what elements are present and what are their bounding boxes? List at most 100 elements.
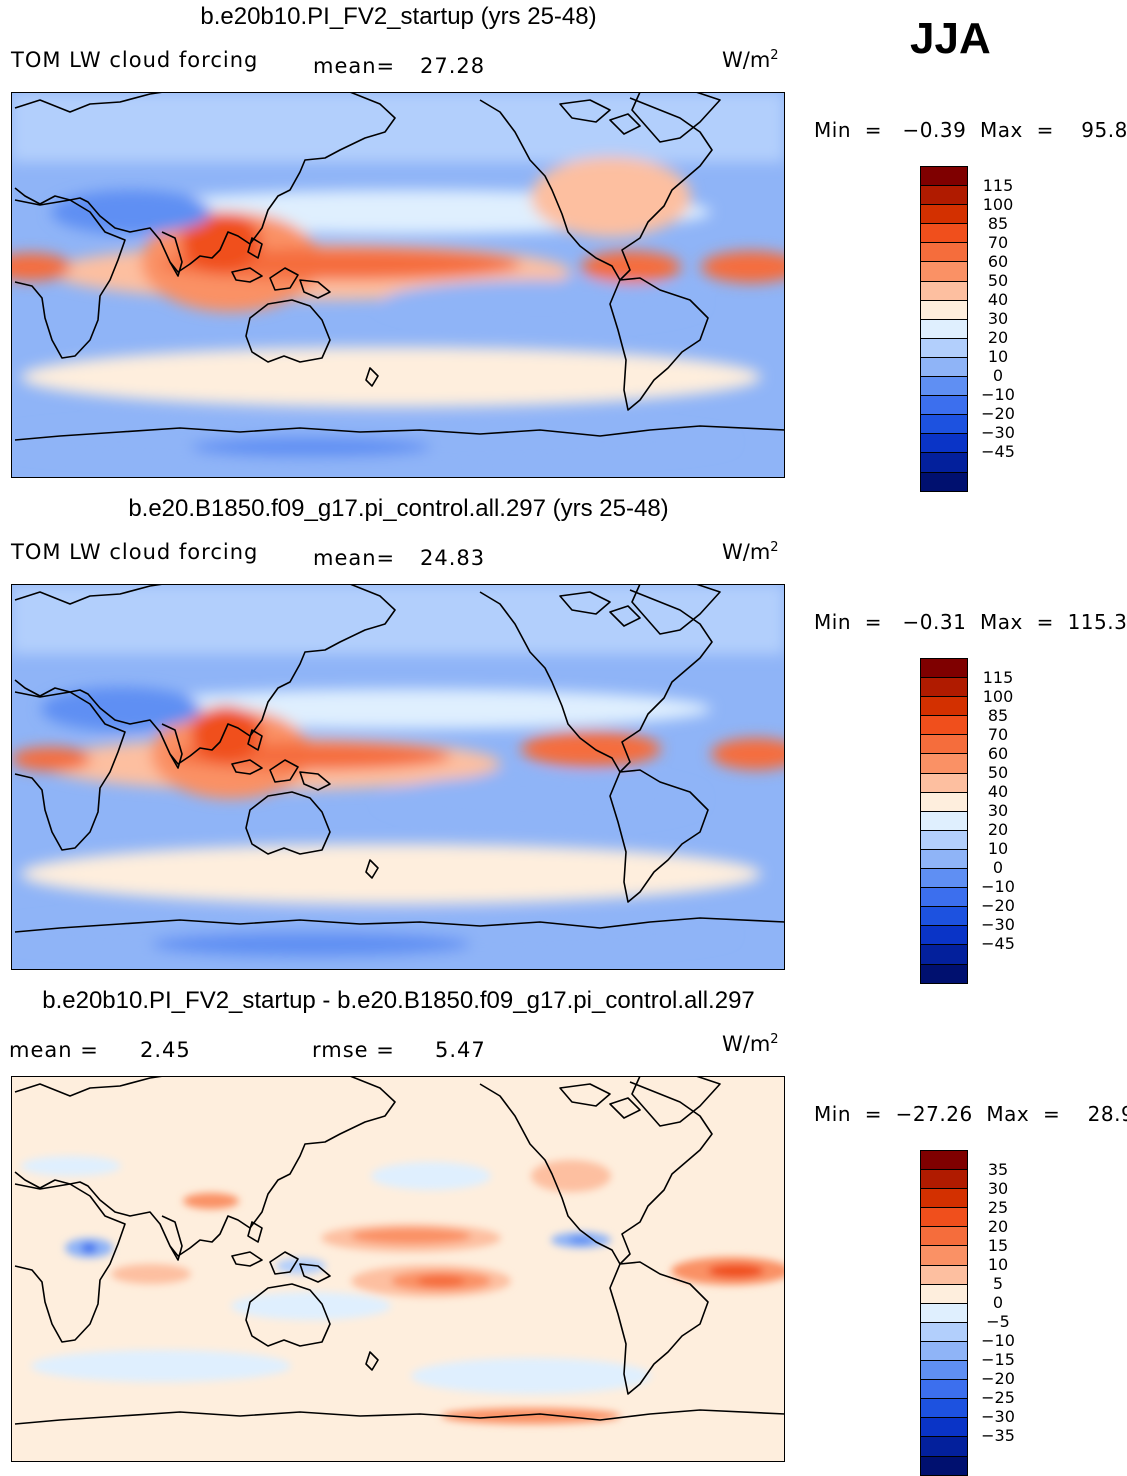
colorbar-swatch (920, 753, 968, 773)
colorbar-swatch (920, 1169, 968, 1189)
colorbar-swatch (920, 944, 968, 964)
panel3-title: b.e20b10.PI_FV2_startup - b.e20.B1850.f0… (42, 987, 755, 1014)
colorbar-swatch (920, 356, 968, 377)
colorbar-tick: −10 (981, 1331, 1015, 1350)
colorbar-swatch (920, 658, 968, 678)
colorbar-swatch (920, 1321, 968, 1341)
colorbar-tick: 60 (987, 252, 1009, 271)
colorbar-swatch (920, 280, 968, 300)
season-label: JJA (910, 14, 991, 63)
panel3-mean-label: mean = (9, 1038, 99, 1062)
colorbar-swatch (920, 925, 968, 945)
colorbar-swatch (920, 1150, 968, 1170)
panel3-rmse-label: rmse = (312, 1038, 395, 1062)
colorbar-swatch (920, 1245, 968, 1265)
colorbar-tick: −20 (981, 1369, 1015, 1388)
colorbar-swatch (920, 734, 968, 754)
colorbar-tick: 30 (987, 1179, 1009, 1198)
colorbar-swatch (920, 223, 968, 243)
colorbar-swatch (920, 1360, 968, 1380)
colorbar-tick: 15 (987, 1236, 1009, 1255)
colorbar-tick: −10 (981, 385, 1015, 404)
panel3-rmse-value: 5.47 (435, 1038, 486, 1062)
colorbar-swatch (920, 1417, 968, 1437)
colorbar-swatch (920, 376, 968, 396)
panel3-colorbar (920, 1150, 968, 1476)
panel2-units: W/m2 (722, 540, 779, 564)
colorbar-swatch (920, 887, 968, 907)
colorbar-swatch (920, 1340, 968, 1361)
panel2-map (11, 584, 785, 970)
colorbar-tick: −30 (981, 423, 1015, 442)
panel3-units: W/m2 (722, 1032, 779, 1056)
panel2-mean-value: 24.83 (420, 546, 486, 570)
colorbar-tick: 40 (987, 782, 1009, 801)
panel2-minmax: Min = −0.31 Max = 115.33 (814, 610, 1127, 634)
colorbar-swatch (920, 414, 968, 434)
panel1-map (11, 92, 785, 478)
colorbar-swatch (920, 185, 968, 205)
colorbar-swatch (920, 1302, 968, 1322)
colorbar-swatch (920, 261, 968, 281)
colorbar-tick: −35 (981, 1426, 1015, 1445)
colorbar-swatch (920, 1264, 968, 1284)
colorbar-tick: 20 (987, 820, 1009, 839)
colorbar-tick: −30 (981, 1407, 1015, 1426)
colorbar-tick: 25 (987, 1198, 1009, 1217)
colorbar-swatch (920, 204, 968, 224)
colorbar-swatch (920, 810, 968, 830)
panel1-title: b.e20b10.PI_FV2_startup (yrs 25-48) (200, 3, 597, 30)
panel1-colorbar (920, 166, 968, 492)
colorbar-tick: 50 (987, 763, 1009, 782)
colorbar-tick: −20 (981, 896, 1015, 915)
colorbar-tick: 40 (987, 290, 1009, 309)
colorbar-swatch (920, 829, 968, 849)
panel1-variable-label: TOM LW cloud forcing (11, 48, 259, 72)
colorbar-tick: 70 (987, 725, 1009, 744)
colorbar-swatch (920, 242, 968, 262)
colorbar-tick: 0 (992, 366, 1004, 385)
colorbar-tick: 115 (982, 668, 1014, 687)
panel2-colorbar (920, 658, 968, 984)
colorbar-tick: −25 (981, 1388, 1015, 1407)
colorbar-tick: −20 (981, 404, 1015, 423)
colorbar-swatch (920, 471, 968, 492)
panel3-map (11, 1076, 785, 1462)
colorbar-swatch (920, 963, 968, 984)
colorbar-swatch (920, 1188, 968, 1208)
colorbar-swatch (920, 696, 968, 716)
colorbar-tick: 30 (987, 309, 1009, 328)
colorbar-tick: 30 (987, 801, 1009, 820)
panel3-mean-value: 2.45 (140, 1038, 191, 1062)
colorbar-swatch (920, 1455, 968, 1476)
colorbar-tick: 20 (987, 328, 1009, 347)
colorbar-tick: 50 (987, 271, 1009, 290)
colorbar-swatch (920, 715, 968, 735)
panel2-title: b.e20.B1850.f09_g17.pi_control.all.297 (… (128, 495, 669, 522)
colorbar-tick: 85 (987, 706, 1009, 725)
colorbar-tick: 10 (987, 1255, 1009, 1274)
colorbar-swatch (920, 772, 968, 792)
colorbar-swatch (920, 318, 968, 338)
colorbar-swatch (920, 848, 968, 869)
colorbar-tick: −10 (981, 877, 1015, 896)
colorbar-tick: −45 (981, 442, 1015, 461)
colorbar-tick: 60 (987, 744, 1009, 763)
colorbar-tick: 10 (987, 347, 1009, 366)
colorbar-tick: 85 (987, 214, 1009, 233)
colorbar-swatch (920, 677, 968, 697)
colorbar-swatch (920, 1207, 968, 1227)
colorbar-swatch (920, 906, 968, 926)
colorbar-swatch (920, 791, 968, 811)
colorbar-tick: 5 (992, 1274, 1004, 1293)
colorbar-tick: 70 (987, 233, 1009, 252)
colorbar-tick: 0 (992, 1293, 1004, 1312)
colorbar-swatch (920, 337, 968, 357)
panel1-minmax: Min = −0.39 Max = 95.88 (814, 118, 1127, 142)
colorbar-tick: 100 (982, 195, 1014, 214)
panel3-minmax: Min = −27.26 Max = 28.94 (814, 1102, 1127, 1126)
colorbar-swatch (920, 166, 968, 186)
panel2-mean-label: mean= (313, 546, 396, 570)
colorbar-tick: 20 (987, 1217, 1009, 1236)
colorbar-tick: −30 (981, 915, 1015, 934)
